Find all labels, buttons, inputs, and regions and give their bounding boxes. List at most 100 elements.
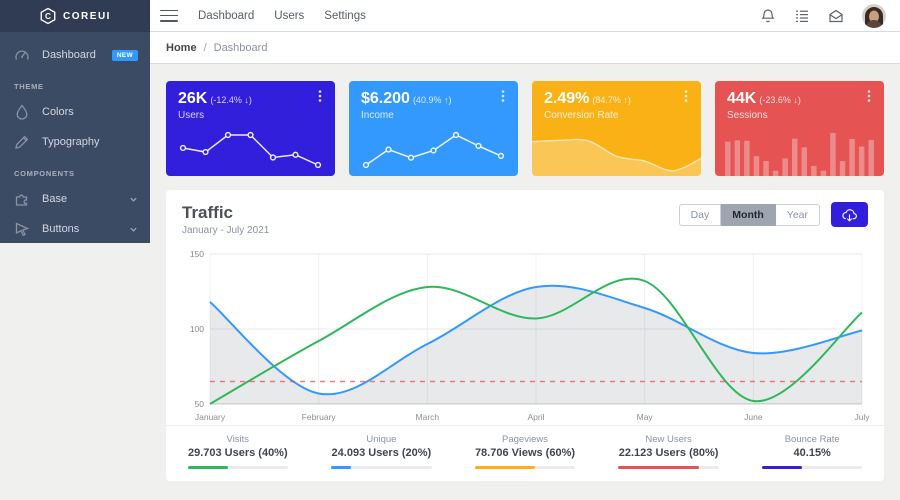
svg-text:150: 150	[190, 249, 204, 259]
svg-text:June: June	[744, 412, 763, 422]
footer-stat-unique: Unique 24.093 Users (20%)	[310, 434, 454, 469]
stat-label: Income	[361, 110, 394, 121]
sidebar-item-label: Typography	[42, 136, 100, 148]
footer-stat-value: 24.093 Users (20%)	[331, 447, 432, 459]
svg-text:March: March	[416, 412, 440, 422]
stat-label: Conversion Rate	[544, 110, 619, 121]
list-icon[interactable]	[794, 8, 810, 24]
range-button-month[interactable]: Month	[721, 203, 776, 226]
content: 26K (-12.4% ↓) Users $6.200 (40.9% ↑) Inco…	[150, 64, 900, 481]
svg-text:February: February	[302, 412, 337, 422]
coreui-logo-icon: C	[40, 7, 56, 25]
range-button-group: Day Month Year	[678, 203, 820, 226]
stat-value: 26K (-12.4% ↓)	[178, 90, 252, 107]
footer-stat-value: 40.15%	[793, 447, 831, 459]
stat-delta: (-12.4% ↓)	[210, 95, 252, 105]
stat-value: $6.200 (40.9% ↑)	[361, 90, 452, 107]
stat-value: 2.49% (84.7% ↑)	[544, 90, 631, 107]
footer-stat-label: New Users	[645, 434, 692, 445]
svg-text:C: C	[45, 12, 51, 21]
chevron-down-icon	[130, 227, 137, 232]
sidebar-item-label: Dashboard	[42, 49, 96, 61]
footer-stat-label: Visits	[226, 434, 250, 445]
footer-stat-bounce-rate: Bounce Rate 40.15%	[740, 434, 884, 469]
header-icons	[760, 3, 886, 28]
range-button-day[interactable]: Day	[678, 203, 722, 226]
breadcrumb: Home / Dashboard	[150, 32, 900, 64]
sidebar-item-label: Base	[42, 193, 68, 205]
envelope-open-icon[interactable]	[828, 8, 844, 24]
drop-icon	[16, 104, 28, 120]
traffic-subtitle: January - July 2021	[182, 225, 270, 236]
avatar-photo	[862, 3, 886, 28]
svg-text:100: 100	[190, 324, 204, 334]
kebab-menu-icon[interactable]	[314, 89, 326, 103]
sidebar-item-label: Colors	[42, 106, 74, 118]
stat-cards-row: 26K (-12.4% ↓) Users $6.200 (40.9% ↑) Inco…	[166, 81, 884, 176]
stat-delta: (40.9% ↑)	[412, 95, 452, 105]
footer-stat-pageviews: Pageviews 78.706 Views (60%)	[453, 434, 597, 469]
footer-stat-value: 29.703 Users (40%)	[187, 447, 288, 459]
stat-value: 44K (-23.6% ↓)	[727, 90, 801, 107]
svg-text:January: January	[195, 412, 226, 422]
income-sparkline-chart	[362, 131, 505, 169]
footer-stat-value: 78.706 Views (60%)	[474, 447, 576, 459]
footer-stat-new-users: New Users 22.123 Users (80%)	[597, 434, 741, 469]
users-sparkline-chart	[179, 131, 322, 169]
brand[interactable]: C COREUI	[0, 0, 150, 32]
conversion-area-chart	[532, 138, 701, 176]
sidebar-toggle-icon[interactable]	[160, 9, 178, 23]
footer-stat-label: Pageviews	[502, 434, 548, 445]
breadcrumb-current: Dashboard	[213, 41, 268, 54]
footer-stat-label: Unique	[366, 434, 397, 445]
stat-card-income: $6.200 (40.9% ↑) Income	[349, 81, 518, 176]
kebab-menu-icon[interactable]	[680, 89, 692, 103]
sidebar-item-base[interactable]: Base	[0, 186, 150, 212]
svg-text:May: May	[637, 412, 654, 422]
brand-text: COREUI	[63, 10, 111, 22]
sidebar-section-components: COMPONENTS	[14, 169, 75, 178]
sessions-bar-chart	[725, 132, 874, 176]
stat-label: Sessions	[727, 110, 768, 121]
svg-text:April: April	[527, 412, 544, 422]
puzzle-icon	[15, 194, 28, 206]
kebab-menu-icon[interactable]	[863, 89, 875, 103]
nav-users[interactable]: Users	[274, 9, 305, 22]
avatar[interactable]	[862, 3, 886, 28]
traffic-line-chart: 50 100 150 January February March April May June…	[190, 249, 870, 422]
stat-card-sessions: 44K (-23.6% ↓) Sessions	[715, 81, 884, 176]
stat-card-conversion-rate: 2.49% (84.7% ↑) Conversion Rate	[532, 81, 701, 176]
sidebar-item-typography[interactable]: Typography	[0, 129, 150, 155]
footer-stats-row: Visits 29.703 Users (40%) Unique 24.093 …	[166, 425, 884, 481]
progress-bar	[331, 466, 432, 469]
bell-icon[interactable]	[760, 8, 776, 24]
range-button-year[interactable]: Year	[775, 203, 820, 226]
speedometer-icon	[15, 50, 29, 60]
chevron-down-icon	[130, 197, 137, 202]
breadcrumb-separator: /	[203, 41, 207, 54]
sidebar-section-theme: THEME	[14, 82, 44, 91]
new-badge: NEW	[111, 49, 138, 61]
progress-bar	[618, 466, 719, 469]
nav-dashboard[interactable]: Dashboard	[198, 9, 255, 22]
stat-delta: (84.7% ↑)	[592, 95, 631, 105]
sidebar-item-colors[interactable]: Colors	[0, 99, 150, 125]
traffic-chart-wrap: 50 100 150 January February March April May June…	[182, 246, 870, 428]
nav-settings[interactable]: Settings	[324, 9, 366, 22]
main-area: Dashboard Users Settings	[150, 0, 900, 500]
sidebar: C COREUI Dashboard NEW THEME Colors	[0, 0, 150, 243]
stat-delta: (-23.6% ↓)	[759, 95, 801, 105]
stat-label: Users	[178, 110, 205, 121]
sidebar-item-buttons[interactable]: Buttons	[0, 216, 150, 242]
traffic-title: Traffic	[182, 203, 234, 222]
progress-bar	[474, 466, 576, 469]
sidebar-item-dashboard[interactable]: Dashboard NEW	[0, 42, 150, 68]
cursor-icon	[15, 222, 30, 237]
kebab-menu-icon[interactable]	[497, 89, 509, 103]
download-button[interactable]	[831, 202, 868, 227]
traffic-controls: Day Month Year	[678, 202, 868, 227]
progress-bar	[187, 466, 289, 469]
footer-stat-value: 22.123 Users (80%)	[618, 447, 719, 459]
breadcrumb-home[interactable]: Home	[166, 41, 197, 54]
